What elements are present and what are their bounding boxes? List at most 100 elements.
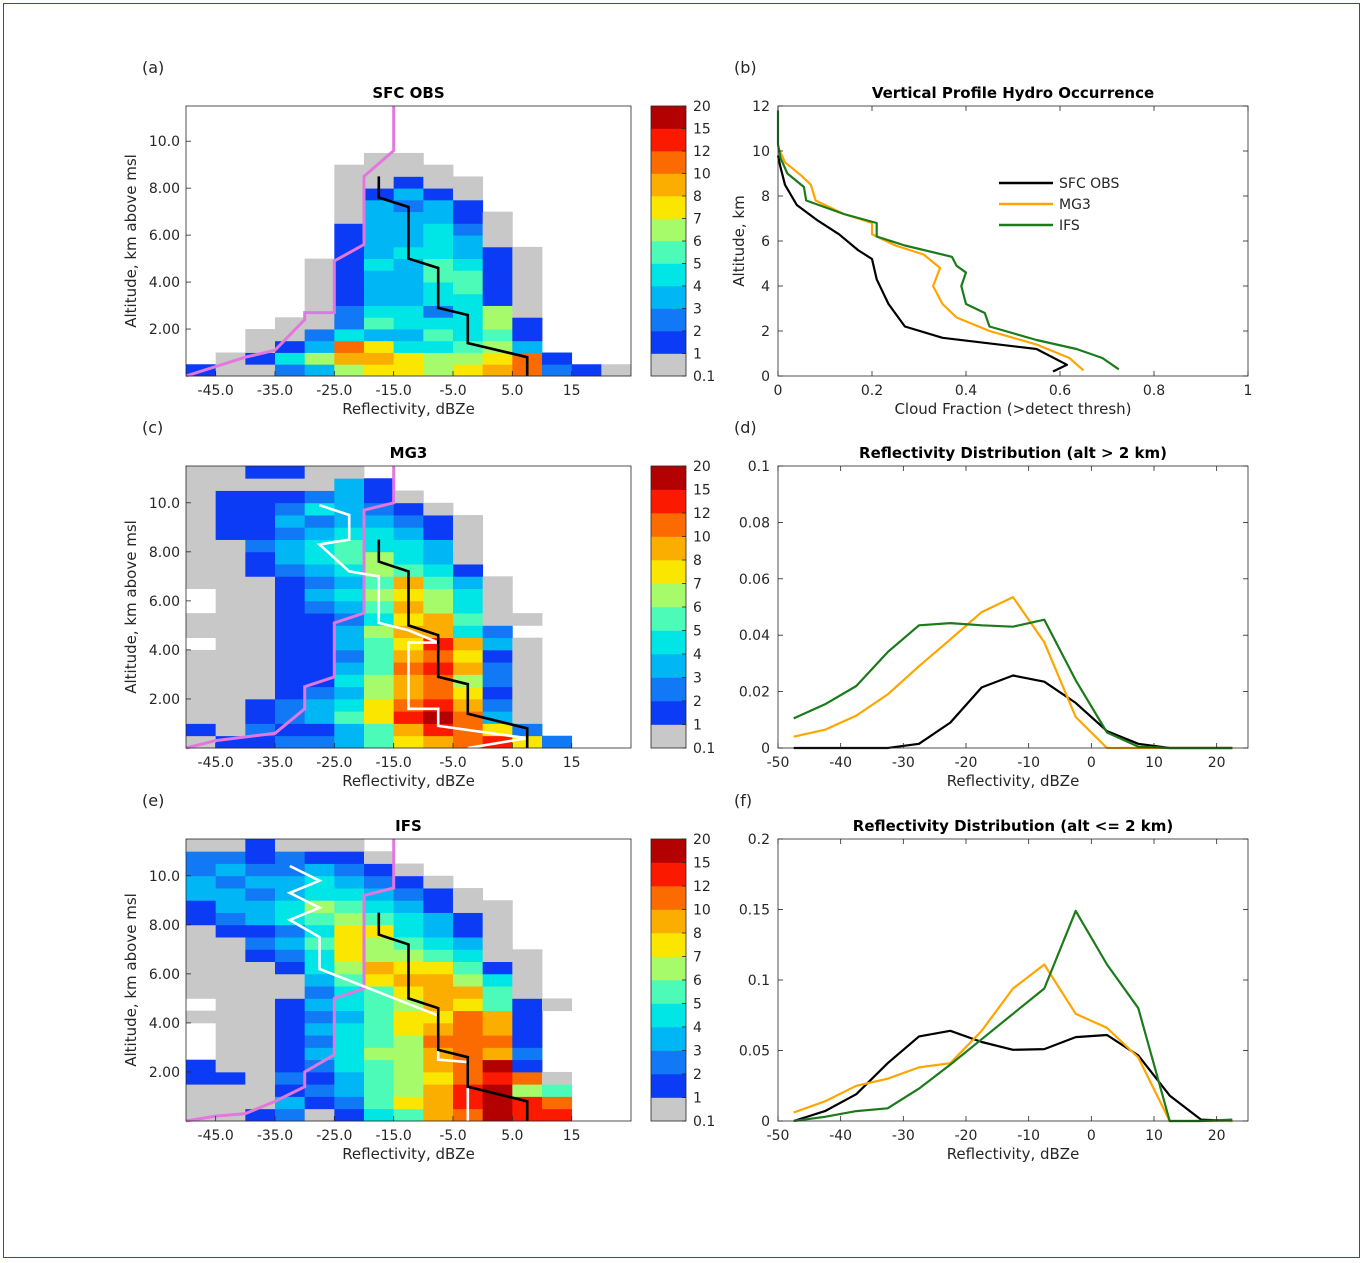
heatmap-cell [186,649,217,663]
colorbar-segment [651,909,686,934]
x-tick-label: -45.0 [198,383,234,399]
x-tick-label: 15 [563,755,581,771]
heatmap-cell [215,1022,246,1036]
heatmap-cell [393,912,424,926]
heatmap-cell [334,863,365,877]
heatmap-cell [215,973,246,987]
heatmap-cell [393,888,424,901]
x-tick-label: -40 [829,1128,852,1144]
heatmap-cell [186,490,217,504]
heatmap-cell [275,1059,306,1073]
heatmap-cell [215,600,246,614]
colorbar-label: 3 [693,671,702,687]
colorbar-label: 6 [693,973,702,989]
panel-c: (c)MG3-45.0 -35.0 -25.0 -15.0 -5.0 5.0 152.004… [122,418,715,790]
heatmap-cell [482,698,513,712]
colorbar-segment [651,1097,686,1122]
heatmap-cell [482,576,513,590]
heatmap-cell [334,364,365,377]
heatmap-cell [275,502,306,516]
heatmap-cell [334,188,365,201]
heatmap-cell [334,674,365,688]
x-tick-label: 15 [563,1128,581,1144]
colorbar-segment [651,286,686,309]
heatmap-cell [215,937,246,950]
heatmap-cell [186,986,217,999]
heatmap-cell [245,1096,276,1110]
heatmap-cell [304,711,335,724]
heatmap-cell [453,888,484,901]
heatmap-cell [186,698,217,712]
heatmap-cell [215,478,246,491]
heatmap-cell [245,329,276,342]
colorbar-label: 2 [693,324,702,340]
y-tick-label: 0.08 [739,515,770,531]
heatmap-cell [482,270,513,283]
heatmap-cell [482,662,513,675]
heatmap-cell [334,1035,365,1048]
heatmap-cell [393,551,424,565]
heatmap-cell [512,246,543,260]
colorbar-segment [651,106,686,129]
heatmap-cell [423,937,454,950]
heatmap-cell [186,551,217,565]
heatmap-cell [423,551,454,565]
sfc_obs_median-line [377,176,529,376]
panel-label: (a) [142,58,164,77]
x-tick-label: 0.4 [955,383,977,399]
y-tick-label: 0 [761,369,770,385]
heatmap-cell [512,1071,543,1085]
colorbar-segment [651,980,686,1004]
axes-box [185,465,632,749]
heatmap-cell [304,293,335,306]
heatmap-cell [482,1010,513,1024]
heatmap-cell [393,258,424,271]
heatmap-cell [215,576,246,590]
x-tick-label: -5.0 [439,1128,466,1144]
heatmap-cell [364,490,395,504]
heatmap-cell [542,1084,573,1097]
heatmap-cell [393,352,424,365]
heatmap-cell [304,258,335,271]
heatmap-cell [364,1096,395,1110]
heatmap-cell [453,649,484,663]
heatmap-cell [482,1071,513,1085]
panel-a: (a)SFC OBS-45.0 -35.0 -25.0 -15.0 -5.0 5.0 152… [122,58,715,418]
heatmap-cell [482,1047,513,1061]
x-tick-label: 0.6 [1049,383,1071,399]
colorbar-label: 2 [693,694,702,710]
heatmap-cell [482,1096,513,1110]
heatmap-cell [423,199,454,213]
series-line-sfc-obs [793,674,1233,750]
heatmap-cell [275,986,306,999]
heatmap-cell [423,613,454,626]
heatmap-cell [304,527,335,540]
y-axis-label: Altitude, km [730,195,748,286]
heatmap-cell [482,305,513,318]
heatmap-cell [453,961,484,975]
heatmap-cell [482,674,513,688]
heatmap-cell [453,900,484,913]
heatmap-cell [245,949,276,963]
heatmap-cell [571,364,602,377]
heatmap-cell [245,539,276,553]
heatmap-cell [423,527,454,540]
heatmap-cell [334,1022,365,1036]
heatmap-cell [186,961,217,975]
x-tick-label: -35.0 [257,755,293,771]
heatmap-cell [334,924,365,938]
heatmap-cell [275,674,306,688]
heatmap-cell [304,723,335,737]
series-line-sfc-obs [776,155,1069,373]
heatmap-cell [364,937,395,950]
heatmap-cell [512,1022,543,1036]
heatmap-cell [245,466,276,479]
heatmap-cell [512,282,543,295]
heatmap-cell [482,317,513,330]
heatmap-cell [364,164,395,177]
heatmap-cell [215,723,246,737]
heatmap-cell [512,1047,543,1061]
colorbar-label: 12 [693,144,711,160]
heatmap-cell [186,613,217,626]
